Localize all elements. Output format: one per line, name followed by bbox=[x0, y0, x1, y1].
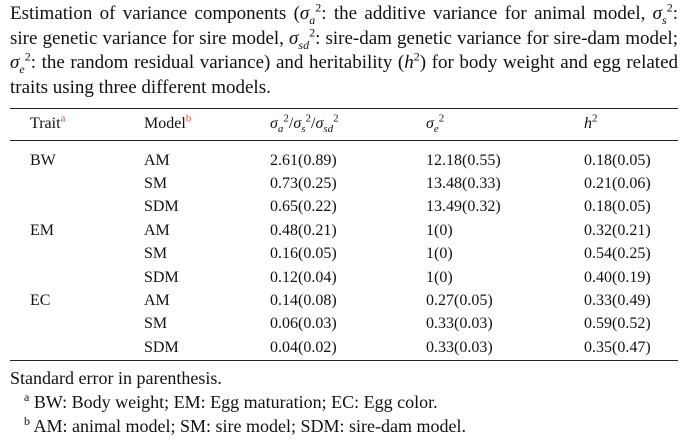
cell-trait bbox=[10, 196, 144, 219]
cell-trait bbox=[10, 313, 144, 336]
cell-residual: 1(0) bbox=[426, 245, 453, 263]
cell-trait bbox=[10, 266, 144, 289]
cell-variance: 0.48(0.21) bbox=[270, 221, 337, 239]
caption-desc-sire: : sire genetic variance for sire model, bbox=[10, 3, 678, 49]
cell-model: SM bbox=[144, 315, 168, 333]
cell-model: SM bbox=[144, 175, 168, 193]
footnote-a-text: BW: Body weight; EM: Egg maturation; EC:… bbox=[33, 392, 438, 412]
cell-model: AM bbox=[144, 221, 170, 239]
table-row: BW AM 2.61(0.89) 12.18(0.55) 0.18(0.05) bbox=[10, 140, 678, 172]
trait-footnote-marker: a bbox=[60, 112, 66, 125]
caption-desc-sire-dam: : sire-dam genetic variance for sire-dam… bbox=[315, 27, 678, 49]
cell-heritability: 0.40(0.19) bbox=[584, 268, 651, 286]
cell-trait: EM bbox=[30, 221, 54, 239]
cell-variance: 2.61(0.89) bbox=[270, 151, 337, 169]
table-row: SDM 0.04(0.02) 0.33(0.03) 0.35(0.47) bbox=[10, 336, 678, 359]
cell-model: SDM bbox=[144, 338, 179, 356]
cell-variance: 0.04(0.02) bbox=[270, 338, 337, 356]
footnote-a-marker: a bbox=[24, 390, 30, 404]
cell-heritability: 0.35(0.47) bbox=[584, 338, 651, 356]
header-variance: σa2/σs2/σsd2 bbox=[270, 112, 339, 136]
table-row: EC AM 0.14(0.08) 0.27(0.05) 0.33(0.49) bbox=[10, 289, 678, 312]
cell-variance: 0.65(0.22) bbox=[270, 198, 337, 216]
cell-residual: 13.48(0.33) bbox=[426, 175, 501, 193]
cell-variance: 0.06(0.03) bbox=[270, 315, 337, 333]
cell-residual: 0.27(0.05) bbox=[426, 292, 493, 310]
footnote-b-marker: b bbox=[24, 414, 30, 428]
cell-heritability: 0.21(0.06) bbox=[584, 175, 651, 193]
variance-table: Traita Modelb σa2/σs2/σsd2 σe2 h2 BW AM 2.… bbox=[10, 108, 678, 360]
cell-heritability: 0.18(0.05) bbox=[584, 151, 651, 169]
caption-desc-additive: : the additive variance for animal model… bbox=[321, 3, 653, 24]
table-header-rule bbox=[10, 140, 678, 141]
cell-heritability: 0.54(0.25) bbox=[584, 245, 651, 263]
table-row: SM 0.73(0.25) 13.48(0.33) 0.21(0.06) bbox=[10, 172, 678, 195]
cell-residual: 13.49(0.32) bbox=[426, 198, 501, 216]
table-row: SDM 0.12(0.04) 1(0) 0.40(0.19) bbox=[10, 266, 678, 289]
cell-trait bbox=[10, 336, 144, 359]
caption-desc-residual: : the random residual variance) and heri… bbox=[30, 52, 405, 74]
cell-variance: 0.16(0.05) bbox=[270, 245, 337, 263]
cell-heritability: 0.33(0.49) bbox=[584, 292, 651, 310]
cell-variance: 0.73(0.25) bbox=[270, 175, 337, 193]
cell-model: SDM bbox=[144, 198, 179, 216]
cell-trait: EC bbox=[30, 292, 51, 310]
header-row: Traita Modelb σa2/σs2/σsd2 σe2 h2 bbox=[10, 108, 678, 140]
footnote-standard-error: Standard error in parenthesis. bbox=[10, 368, 222, 388]
cell-heritability: 0.18(0.05) bbox=[584, 198, 651, 216]
cell-heritability: 0.59(0.52) bbox=[584, 315, 651, 333]
cell-variance: 0.14(0.08) bbox=[270, 292, 337, 310]
cell-model: AM bbox=[144, 151, 170, 169]
table-footnotes: Standard error in parenthesis. a BW: Bod… bbox=[10, 366, 466, 438]
table-row: EM AM 0.48(0.21) 1(0) 0.32(0.21) bbox=[10, 219, 678, 242]
cell-trait: BW bbox=[30, 151, 56, 169]
footnote-b-text: AM: animal model; SM: sire model; SDM: s… bbox=[33, 416, 466, 436]
cell-residual: 0.33(0.03) bbox=[426, 315, 493, 333]
cell-model: SM bbox=[144, 245, 168, 263]
cell-trait bbox=[10, 172, 144, 195]
cell-model: SDM bbox=[144, 268, 179, 286]
header-heritability: h2 bbox=[584, 112, 598, 132]
cell-model: AM bbox=[144, 292, 170, 310]
table-bottom-rule bbox=[10, 360, 678, 361]
model-footnote-marker: b bbox=[185, 112, 192, 125]
cell-trait bbox=[10, 243, 144, 266]
cell-residual: 1(0) bbox=[426, 221, 453, 239]
cell-residual: 0.33(0.03) bbox=[426, 338, 493, 356]
header-trait: Traita bbox=[30, 112, 66, 132]
header-residual: σe2 bbox=[426, 112, 445, 136]
table-row: SM 0.16(0.05) 1(0) 0.54(0.25) bbox=[10, 243, 678, 266]
cell-heritability: 0.32(0.21) bbox=[584, 221, 651, 239]
table-row: SM 0.06(0.03) 0.33(0.03) 0.59(0.52) bbox=[10, 313, 678, 336]
footnote-a: a BW: Body weight; EM: Egg maturation; E… bbox=[10, 390, 466, 414]
table-top-rule bbox=[10, 108, 678, 109]
cell-residual: 12.18(0.55) bbox=[426, 151, 501, 169]
caption-prefix: Estimation of variance components ( bbox=[10, 3, 300, 24]
cell-residual: 1(0) bbox=[426, 268, 453, 286]
caption-suffix: ) for body weight and egg related traits… bbox=[10, 52, 679, 98]
header-model: Modelb bbox=[144, 112, 192, 132]
table-caption: Estimation of variance components (σa2: … bbox=[10, 0, 679, 98]
footnote-b: b AM: animal model; SM: sire model; SDM:… bbox=[10, 414, 466, 438]
table-row: SDM 0.65(0.22) 13.49(0.32) 0.18(0.05) bbox=[10, 196, 678, 219]
cell-variance: 0.12(0.04) bbox=[270, 268, 337, 286]
